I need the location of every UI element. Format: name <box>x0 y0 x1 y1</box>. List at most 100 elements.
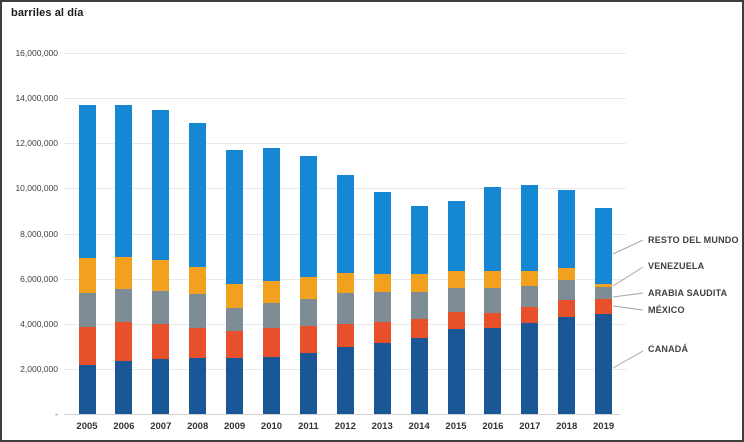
x-axis-line <box>64 414 620 415</box>
x-tick-label-2013: 2013 <box>371 421 393 432</box>
bar-segment-2010-venezuela <box>263 280 280 304</box>
bar-segment-2011-arabia-saudita <box>299 298 317 326</box>
bar-segment-2019-venezuela <box>595 284 613 288</box>
bar-segment-2018-arabia-saudita <box>558 279 576 301</box>
x-tick-label-2018: 2018 <box>556 421 578 432</box>
x-tick-label-2011: 2011 <box>298 421 319 432</box>
bar-segment-2010-arabia-saudita <box>263 303 280 328</box>
leader-line-mexico <box>612 305 644 311</box>
bar-segment-2017-venezuela <box>521 270 539 286</box>
bar-segment-2017-arabia-saudita <box>521 285 539 308</box>
bar-segment-2005-arabia-saudita <box>78 292 96 328</box>
bar-segment-2009-arabia-saudita <box>226 308 244 331</box>
x-tick-label-2017: 2017 <box>519 421 541 432</box>
x-tick-label-2006: 2006 <box>113 421 135 432</box>
bar-segment-2014-arabia-saudita <box>410 292 428 319</box>
bar-segment-2005-resto-del-mundo <box>78 104 96 259</box>
x-tick-label-2007: 2007 <box>150 421 172 432</box>
bar-segment-2010-resto-del-mundo <box>263 147 280 281</box>
x-tick-label-2005: 2005 <box>76 421 98 432</box>
bar-segment-2011-resto-del-mundo <box>299 155 317 278</box>
bar-segment-2019-canada <box>595 314 613 414</box>
bar-segment-2008-resto-del-mundo <box>189 122 207 268</box>
bar-2019 <box>595 53 613 414</box>
bar-segment-2011-mexico <box>299 325 317 353</box>
x-tick-label-2015: 2015 <box>445 421 467 432</box>
bar-segment-2007-resto-del-mundo <box>152 110 170 260</box>
bar-segment-2018-venezuela <box>558 268 576 280</box>
bar-segment-2013-mexico <box>373 322 391 344</box>
bar-2009 <box>226 53 244 414</box>
bar-segment-2006-venezuela <box>115 257 133 290</box>
bar-segment-2012-arabia-saudita <box>336 293 354 324</box>
x-tick-label-2012: 2012 <box>334 421 356 432</box>
bar-segment-2018-resto-del-mundo <box>558 189 576 269</box>
bar-segment-2006-mexico <box>115 322 133 361</box>
bar-segment-2013-canada <box>373 343 391 414</box>
bar-segment-2011-canada <box>299 352 317 414</box>
bar-segment-2015-canada <box>447 329 465 414</box>
bar-2014 <box>410 53 428 414</box>
bar-segment-2018-mexico <box>558 300 576 318</box>
bar-segment-2014-venezuela <box>410 274 428 293</box>
bar-segment-2017-resto-del-mundo <box>521 185 539 271</box>
bar-segment-2005-canada <box>78 364 96 414</box>
bar-2010 <box>263 53 280 414</box>
x-tick-label-2016: 2016 <box>482 421 504 432</box>
bar-segment-2016-mexico <box>484 312 502 328</box>
bar-segment-2016-canada <box>484 327 502 414</box>
leader-line-arabia-saudita <box>612 292 644 298</box>
bar-segment-2019-mexico <box>595 299 613 315</box>
legend-label-venezuela: VENEZUELA <box>648 261 705 271</box>
gridline-12000000 <box>64 143 626 145</box>
bar-segment-2012-mexico <box>336 323 354 348</box>
bar-segment-2009-resto-del-mundo <box>226 150 244 285</box>
legend-label-mexico: MÉXICO <box>648 305 685 315</box>
bar-segment-2010-canada <box>263 356 280 414</box>
bar-segment-2006-canada <box>115 360 133 414</box>
y-tick-label-10000000: 10,000,000 <box>15 183 58 194</box>
bar-segment-2005-mexico <box>78 327 96 365</box>
bar-segment-2006-resto-del-mundo <box>115 104 133 258</box>
y-tick-label-2000000: 2,000,000 <box>20 363 58 374</box>
bar-segment-2015-arabia-saudita <box>447 288 465 313</box>
bar-segment-2008-arabia-saudita <box>189 293 207 329</box>
bar-segment-2008-mexico <box>189 328 207 358</box>
bar-segment-2013-venezuela <box>373 274 391 293</box>
bar-segment-2013-arabia-saudita <box>373 292 391 323</box>
x-tick-label-2019: 2019 <box>593 421 615 432</box>
y-tick-label-12000000: 12,000,000 <box>15 138 58 149</box>
bar-segment-2009-mexico <box>226 330 244 359</box>
bar-segment-2007-canada <box>152 358 170 414</box>
y-tick-label-4000000: 4,000,000 <box>20 318 58 329</box>
bar-segment-2019-arabia-saudita <box>595 287 613 300</box>
bar-segment-2017-canada <box>521 322 539 414</box>
bar-segment-2007-arabia-saudita <box>152 290 170 325</box>
leader-line-resto-del-mundo <box>612 239 644 255</box>
gridline-16000000 <box>64 53 626 54</box>
legend-label-canada: CANADÁ <box>648 344 689 354</box>
x-tick-label-2010: 2010 <box>260 421 283 432</box>
y-tick-label-14000000: 14,000,000 <box>15 93 58 104</box>
y-tick-label-16000000: 16,000,000 <box>15 48 58 58</box>
bar-2017 <box>521 53 539 414</box>
x-tick-label-2009: 2009 <box>224 421 246 432</box>
y-tick-label-6000000: 6,000,000 <box>20 273 58 284</box>
bar-2013 <box>373 53 391 414</box>
bar-2018 <box>558 53 576 414</box>
bar-segment-2019-resto-del-mundo <box>595 207 613 285</box>
bar-segment-2008-canada <box>189 357 207 414</box>
bar-segment-2008-venezuela <box>189 267 207 294</box>
chart-title: barriles al día <box>11 7 84 19</box>
bar-2015 <box>447 53 465 414</box>
bar-2016 <box>484 53 502 414</box>
bar-segment-2012-resto-del-mundo <box>336 174 354 273</box>
bar-segment-2005-venezuela <box>78 258 96 293</box>
bar-segment-2016-arabia-saudita <box>484 287 502 313</box>
bar-2006 <box>115 53 133 414</box>
x-tick-label-2014: 2014 <box>408 421 430 432</box>
bar-segment-2016-venezuela <box>484 271 502 288</box>
y-tick-label-0: - <box>55 409 58 419</box>
bar-segment-2009-canada <box>226 358 244 414</box>
